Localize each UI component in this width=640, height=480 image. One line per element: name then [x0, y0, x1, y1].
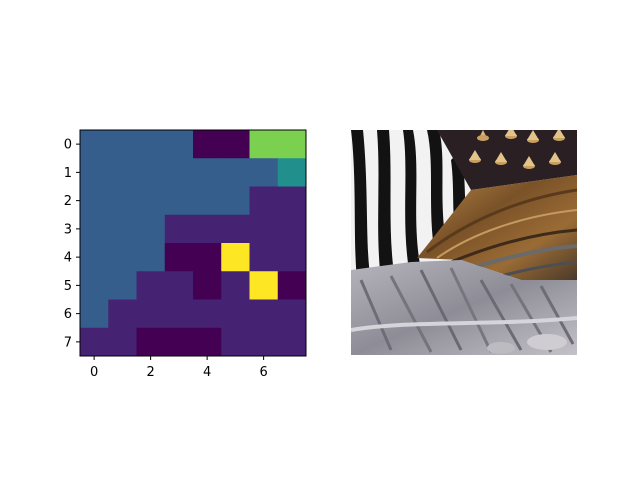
heatmap-cell — [193, 186, 222, 216]
heatmap-cell — [221, 130, 250, 159]
heatmap-cell — [193, 130, 222, 159]
heatmap-cell — [136, 214, 166, 244]
heatmap-cell — [249, 130, 279, 159]
heatmap-cell — [277, 299, 307, 329]
heatmap-cell — [108, 243, 137, 272]
heatmap-cell — [80, 158, 109, 187]
x-tick-label: 2 — [146, 365, 154, 380]
y-tick-label: 6 — [64, 307, 72, 322]
heatmap-cell — [249, 186, 279, 216]
heatmap-cell — [136, 327, 166, 357]
heatmap-cell — [108, 299, 137, 329]
x-tick-label: 4 — [203, 365, 211, 380]
heatmap-axes — [79, 129, 307, 357]
heatmap-cell — [193, 327, 222, 357]
heatmap-cell — [277, 271, 307, 300]
heatmap-cell — [108, 186, 137, 216]
y-tick-label: 7 — [64, 335, 72, 350]
heatmap-cell — [277, 214, 307, 244]
heatmap-cell — [80, 327, 109, 357]
heatmap-cell — [277, 243, 307, 272]
heatmap-cell — [193, 158, 222, 187]
wood-texture — [417, 175, 577, 280]
heatmap-cell — [164, 243, 194, 272]
texture-collage-image — [351, 130, 577, 355]
y-tick-label: 4 — [64, 251, 72, 266]
heatmap-cell — [80, 271, 109, 300]
y-tick-label: 5 — [64, 279, 72, 294]
heatmap-cell — [136, 130, 166, 159]
y-tick-label: 3 — [64, 222, 72, 237]
heatmap-cell — [80, 186, 109, 216]
y-tick-label: 2 — [64, 194, 72, 209]
heatmap-cell — [277, 130, 307, 159]
heatmap-cell — [164, 271, 194, 300]
heatmap-cell — [108, 327, 137, 357]
heatmap-cell — [249, 214, 279, 244]
heatmap-cell — [80, 214, 109, 244]
heatmap-cell — [277, 158, 307, 187]
heatmap-cell — [193, 214, 222, 244]
heatmap-cell — [164, 214, 194, 244]
heatmap-cell — [108, 271, 137, 300]
heatmap-cell — [193, 271, 222, 300]
y-tick-label: 1 — [64, 166, 72, 181]
heatmap-cell — [277, 327, 307, 357]
heatmap-cell — [164, 327, 194, 357]
heatmap-cell — [221, 186, 250, 216]
x-tick-label: 6 — [259, 365, 267, 380]
heatmap-cell — [221, 327, 250, 357]
heatmap-cell — [136, 271, 166, 300]
heatmap-cell — [221, 299, 250, 329]
heatmap-cell — [249, 271, 279, 300]
heatmap-cell — [221, 214, 250, 244]
heatmap-cell — [249, 327, 279, 357]
heatmap-cell — [80, 243, 109, 272]
heatmap-cell — [221, 243, 250, 272]
heatmap-cell — [249, 243, 279, 272]
y-tick-label: 0 — [64, 138, 72, 153]
heatmap-cell — [136, 299, 166, 329]
heatmap-cell — [164, 158, 194, 187]
heatmap-frame — [79, 129, 307, 357]
heatmap-cell — [108, 214, 137, 244]
heatmap-cell — [108, 158, 137, 187]
y-axis-ticks: 0 1 2 3 4 5 6 7 — [64, 138, 80, 350]
heatmap-cell — [249, 158, 279, 187]
heatmap-cell — [136, 186, 166, 216]
heatmap-cell — [80, 299, 109, 329]
heatmap-cell — [193, 299, 222, 329]
heatmap-cell — [164, 130, 194, 159]
heatmap-cell — [221, 271, 250, 300]
heatmap-cell — [193, 243, 222, 272]
heatmap-cell — [80, 130, 109, 159]
heatmap-cell — [136, 243, 166, 272]
rock-texture — [351, 260, 577, 355]
heatmap-cell — [249, 299, 279, 329]
heatmap-cell — [277, 186, 307, 216]
heatmap-cell — [164, 186, 194, 216]
x-tick-label: 0 — [90, 365, 98, 380]
heatmap-cells — [80, 130, 307, 357]
heatmap-cell — [164, 299, 194, 329]
heatmap-cell — [108, 130, 137, 159]
x-axis-ticks: 0 2 4 6 — [90, 356, 268, 380]
heatmap-cell — [136, 158, 166, 187]
metal-studs-texture — [437, 130, 577, 190]
heatmap-cell — [221, 158, 250, 187]
